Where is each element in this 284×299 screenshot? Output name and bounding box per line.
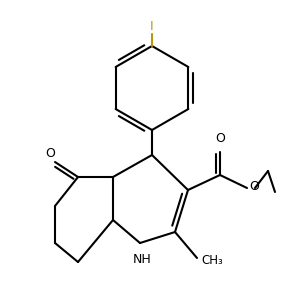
Text: I: I [150, 20, 154, 33]
Text: NH: NH [133, 253, 151, 266]
Text: O: O [249, 181, 259, 193]
Text: O: O [45, 147, 55, 160]
Text: O: O [215, 132, 225, 145]
Text: CH₃: CH₃ [201, 254, 223, 266]
